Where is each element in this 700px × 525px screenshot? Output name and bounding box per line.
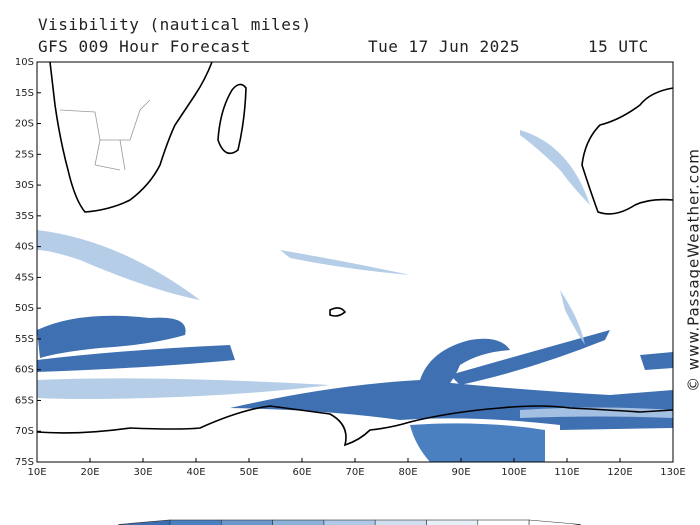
- lon-label: 50E: [239, 467, 258, 478]
- colorbar-segment: [477, 519, 530, 525]
- lat-label: 10S: [15, 57, 34, 68]
- model: GFS 009 Hour Forecast: [38, 37, 251, 56]
- lon-label: 70E: [345, 467, 364, 478]
- lon-label: 20E: [80, 467, 99, 478]
- coastlines: [36, 61, 674, 447]
- title: Visibility (nautical miles): [38, 15, 312, 34]
- ticks: 10S 15S 20S 25S 30S 35S 40S 45S 50S 55S 60S 65S 70S 7…: [15, 57, 686, 478]
- lon-label: 120E: [607, 467, 632, 478]
- lon-label: 90E: [451, 467, 470, 478]
- colorbar-low-end: [117, 519, 171, 525]
- credit: © www.PassageWeather.com: [685, 148, 700, 392]
- moderate-visibility: [37, 130, 673, 418]
- lat-label: 70S: [15, 426, 34, 437]
- colorbar-segment: [323, 519, 376, 525]
- colorbar: 0.512346810: [117, 519, 582, 525]
- lon-label: 130E: [660, 467, 685, 478]
- colorbar-segment: [169, 519, 222, 525]
- lat-label: 45S: [15, 272, 34, 283]
- lat-label: 40S: [15, 242, 34, 253]
- lat-label: 25S: [15, 149, 34, 160]
- colorbar-segment: [221, 519, 273, 525]
- borders: [59, 99, 151, 171]
- colorbar-segment: [374, 519, 427, 525]
- lat-label: 75S: [15, 457, 34, 468]
- lat-label: 15S: [15, 88, 34, 99]
- time: 15 UTC: [588, 37, 649, 56]
- colorbar-segment: [426, 519, 479, 525]
- colorbar-high-end: [528, 519, 582, 525]
- lon-label: 80E: [398, 467, 417, 478]
- lon-label: 10E: [27, 467, 46, 478]
- lat-label: 60S: [15, 365, 34, 376]
- colorbar-segment: [272, 519, 325, 525]
- lat-label: 30S: [15, 180, 34, 191]
- lon-label: 60E: [292, 467, 311, 478]
- lat-label: 35S: [15, 211, 34, 222]
- lat-label: 20S: [15, 119, 34, 130]
- lat-label: 50S: [15, 303, 34, 314]
- date: Tue 17 Jun 2025: [368, 37, 520, 56]
- lon-label: 100E: [501, 467, 526, 478]
- lon-label: 40E: [186, 467, 205, 478]
- lon-label: 30E: [133, 467, 152, 478]
- lat-label: 55S: [15, 334, 34, 345]
- lat-label: 65S: [15, 395, 34, 406]
- map: 10S 15S 20S 25S 30S 35S 40S 45S 50S 55S 60S 65S 70S 7…: [15, 57, 686, 478]
- lon-label: 110E: [554, 467, 579, 478]
